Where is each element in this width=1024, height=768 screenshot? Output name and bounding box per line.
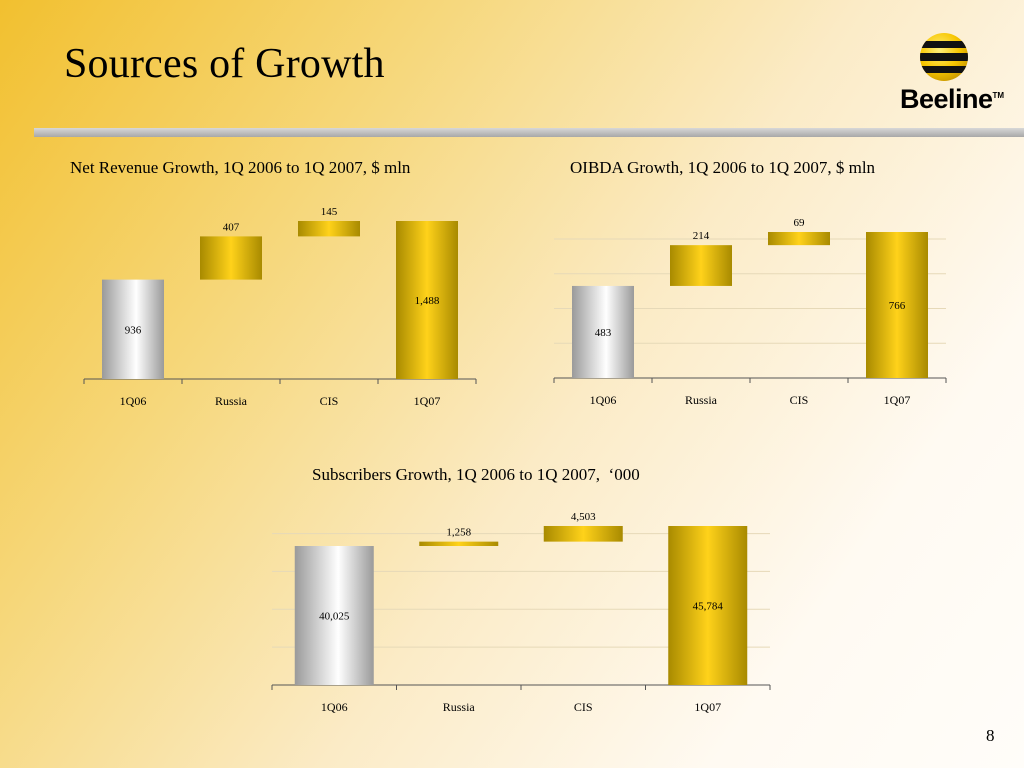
bar-1q07 <box>866 232 928 378</box>
x-tick-label: CIS <box>574 700 593 714</box>
x-tick-label: 1Q06 <box>321 700 348 714</box>
data-label: 936 <box>125 324 142 336</box>
x-tick-label: 1Q06 <box>590 393 617 407</box>
bar-russia <box>419 541 499 546</box>
bee-ball-icon <box>920 33 968 81</box>
title-divider <box>34 128 1024 137</box>
page-number: 8 <box>986 726 995 745</box>
page-title: Sources of Growth <box>64 41 385 87</box>
data-label: 69 <box>794 217 806 229</box>
x-tick-label: Russia <box>685 393 718 407</box>
x-tick-label: CIS <box>320 394 339 408</box>
bar-1q06 <box>294 546 374 685</box>
data-label: 45,784 <box>693 601 724 613</box>
data-label: 766 <box>889 300 906 312</box>
data-label: 1,488 <box>415 295 440 307</box>
logo-text: BeelineTM <box>900 84 1005 114</box>
beeline-logo: BeelineTM <box>900 32 1010 116</box>
bar-1q06 <box>102 279 164 379</box>
bar-russia <box>200 236 262 280</box>
bar-cis <box>543 525 623 542</box>
oibda-chart-title: OIBDA Growth, 1Q 2006 to 1Q 2007, $ mln <box>570 158 876 177</box>
x-tick-label: Russia <box>443 700 476 714</box>
x-tick-label: 1Q07 <box>694 700 721 714</box>
bar-cis <box>298 221 360 237</box>
bar-cis <box>768 232 830 246</box>
bar-1q07 <box>668 526 748 685</box>
data-label: 4,503 <box>571 511 596 523</box>
x-tick-label: CIS <box>790 393 809 407</box>
x-tick-label: 1Q07 <box>414 394 441 408</box>
subscribers-waterfall-chart: 40,025 1Q06 1,258 Russia 4,503 CIS 45,784 1Q07 <box>271 511 771 714</box>
x-tick-label: 1Q07 <box>884 393 911 407</box>
x-tick-label: 1Q06 <box>120 394 147 408</box>
data-label: 214 <box>693 230 710 242</box>
data-label: 483 <box>595 327 612 339</box>
bar-1q06 <box>572 285 634 378</box>
bar-russia <box>670 245 732 286</box>
revenue-chart-title: Net Revenue Growth, 1Q 2006 to 1Q 2007, … <box>70 158 411 177</box>
data-label: 145 <box>321 206 338 218</box>
data-label: 407 <box>223 221 240 233</box>
revenue-waterfall-chart: 936 1Q06 407 Russia 145 CIS 1,488 1Q07 <box>83 206 477 408</box>
subscribers-chart-title: Subscribers Growth, 1Q 2006 to 1Q 2007, … <box>312 465 640 484</box>
x-tick-label: Russia <box>215 394 248 408</box>
data-label: 40,025 <box>319 611 350 623</box>
bar-1q07 <box>396 221 458 379</box>
data-label: 1,258 <box>446 527 471 539</box>
logo-trademark: TM <box>992 91 1005 100</box>
oibda-waterfall-chart: 483 1Q06 214 Russia 69 CIS 766 1Q07 <box>553 217 947 407</box>
